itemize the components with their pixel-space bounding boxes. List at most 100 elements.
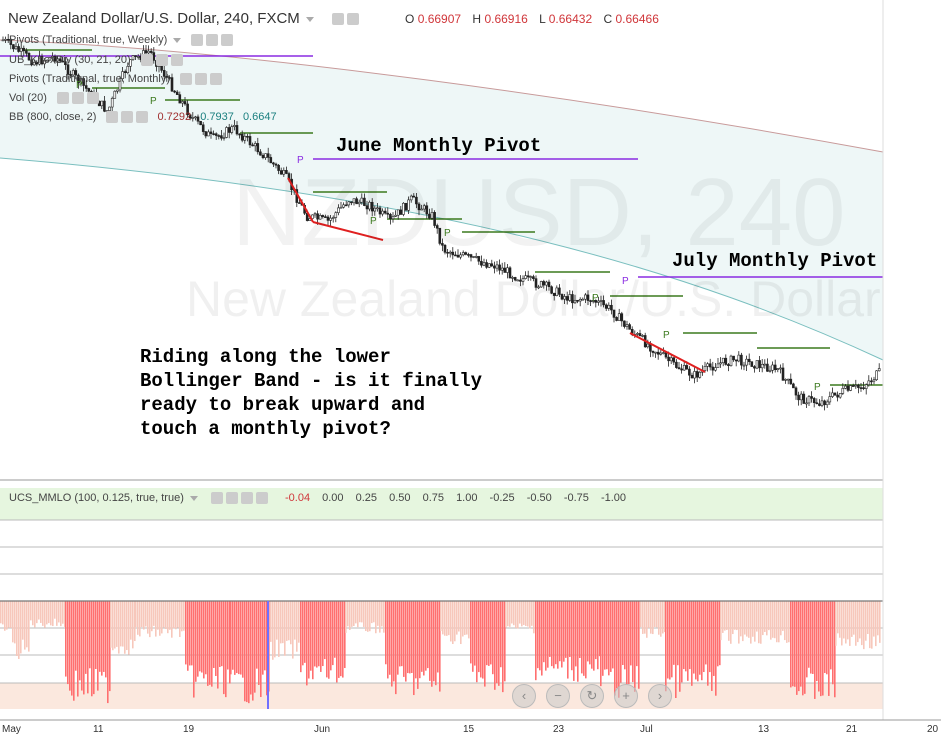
osc-value: 0.25 [355, 492, 378, 504]
osc-bar [738, 601, 740, 644]
eye-icon[interactable] [331, 13, 344, 26]
gear-icon[interactable] [194, 73, 207, 86]
gear-icon[interactable] [225, 492, 238, 505]
osc-bar [48, 601, 50, 624]
osc-bar [685, 601, 687, 672]
candle-body [66, 64, 70, 75]
candle-body [1, 39, 5, 42]
candle-body [711, 366, 715, 371]
oscillator-legend[interactable]: UCS_MMLO (100, 0.125, true, true) -0.04 … [9, 492, 626, 505]
candle-body [235, 125, 239, 135]
eye-icon[interactable] [191, 34, 204, 47]
scroll-left-button[interactable]: ‹ [512, 684, 536, 708]
candle-body [511, 277, 514, 279]
osc-bar [646, 601, 648, 638]
zoom-in-button[interactable]: + [614, 684, 638, 708]
candle-body [872, 379, 876, 382]
chevron-down-icon[interactable] [305, 16, 314, 22]
candle-body [459, 254, 462, 258]
candle-body [14, 46, 18, 50]
osc-bar [105, 601, 107, 678]
candle-body [779, 367, 782, 370]
eye-icon[interactable] [179, 73, 192, 86]
candle-body [836, 394, 839, 398]
osc-bar [421, 601, 423, 672]
study-knoxdiv[interactable]: UB_KnoxDiv (30, 21, 20) [9, 54, 183, 67]
july-pivot-annotation: July Monthly Pivot [672, 250, 878, 272]
candle-body [266, 153, 270, 158]
study-volume[interactable]: Vol (20) [9, 92, 99, 105]
close-icon[interactable] [209, 73, 222, 86]
candle-body [25, 50, 28, 54]
eye-icon[interactable] [56, 92, 69, 105]
gear-icon[interactable] [206, 34, 219, 47]
osc-bar [778, 601, 780, 643]
gear-icon[interactable] [155, 54, 168, 67]
osc-bar [774, 601, 776, 639]
osc-histogram [0, 601, 881, 704]
osc-bar [114, 601, 116, 649]
gear-icon[interactable] [346, 13, 359, 26]
osc-bar [573, 601, 575, 681]
candle-body [867, 380, 871, 386]
osc-bar [448, 601, 450, 636]
osc-bar [292, 601, 294, 659]
osc-bar [867, 601, 869, 634]
candle-body [134, 55, 137, 57]
eye-icon[interactable] [210, 492, 223, 505]
close-icon[interactable] [255, 492, 268, 505]
osc-bar [24, 601, 26, 650]
osc-bar [543, 601, 545, 663]
eye-icon[interactable] [140, 54, 153, 67]
june-pivot-annotation: June Monthly Pivot [336, 135, 542, 157]
close-icon[interactable] [136, 111, 149, 124]
candle-body [854, 384, 858, 387]
close-icon[interactable] [86, 92, 99, 105]
osc-bar [294, 601, 296, 640]
candle-body [703, 366, 707, 371]
candle-body [794, 387, 798, 396]
zoom-out-button[interactable]: − [546, 684, 570, 708]
close-icon[interactable] [221, 34, 234, 47]
osc-bar [433, 601, 435, 682]
gear-icon[interactable] [71, 92, 84, 105]
close-icon[interactable] [170, 54, 183, 67]
osc-bar [834, 601, 836, 698]
candle-body [565, 296, 569, 301]
candle-body [17, 46, 20, 52]
oscillator-name: UCS_MMLO (100, 0.125, true, true) [9, 492, 184, 504]
candle-body [799, 393, 803, 401]
osc-bar [14, 601, 16, 644]
osc-bar [40, 601, 42, 623]
osc-bar [460, 601, 462, 645]
osc-bar [610, 601, 612, 672]
chevron-down-icon[interactable] [189, 495, 198, 501]
pin-icon[interactable] [240, 492, 253, 505]
candle-body [264, 153, 267, 159]
osc-bar [515, 601, 517, 628]
reset-button[interactable]: ↻ [580, 684, 604, 708]
osc-bar [660, 601, 662, 637]
candle-body [183, 101, 187, 105]
osc-bar [229, 601, 231, 684]
candle-body [516, 279, 520, 282]
study-pivots-weekly[interactable]: Pivots (Traditional, true, Weekly) [9, 34, 234, 47]
eye-icon[interactable] [106, 111, 119, 124]
osc-bar [302, 601, 304, 666]
osc-bar [717, 601, 719, 667]
scroll-right-button[interactable]: › [648, 684, 672, 708]
candle-body [521, 278, 525, 282]
gear-icon[interactable] [121, 111, 134, 124]
osc-bar [344, 601, 346, 669]
candle-body [51, 56, 54, 58]
osc-value: -0.25 [489, 492, 515, 504]
study-pivots-monthly[interactable]: Pivots (Traditional, true, Monthly) [9, 73, 222, 86]
osc-bar [107, 601, 109, 704]
candle-body [438, 227, 442, 244]
x-tick-label: 19 [183, 724, 195, 735]
osc-bar [439, 601, 441, 692]
ohlc-c-key: C [603, 12, 613, 26]
chevron-down-icon[interactable] [173, 37, 182, 43]
study-bollinger[interactable]: BB (800, close, 2) 0.7292 0.7937 0.6647 [9, 111, 277, 124]
